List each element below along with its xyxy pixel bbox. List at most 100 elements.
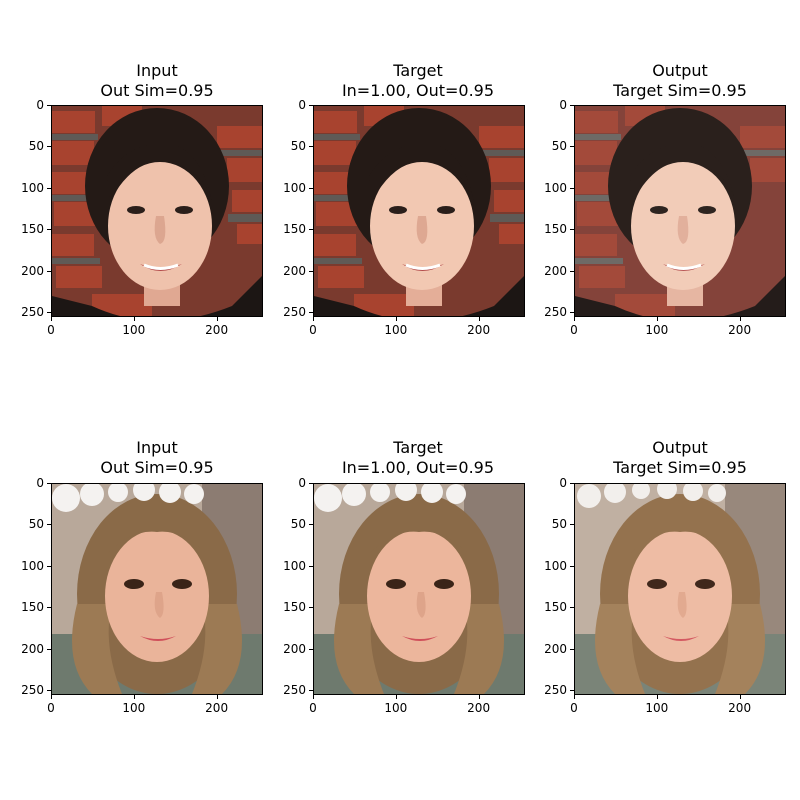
title-line-1: Target — [393, 438, 443, 457]
y-tick-mark — [570, 648, 574, 650]
y-tick-label: 100 — [283, 558, 306, 573]
y-tick-label: 0 — [298, 476, 306, 490]
x-tick-mark — [313, 317, 314, 321]
y-tick-mark — [570, 270, 574, 272]
x-tick-mark — [739, 317, 741, 321]
y-tick-label: 200 — [283, 641, 306, 656]
x-tick-mark — [574, 695, 575, 699]
x-tick-mark — [216, 695, 218, 699]
y-tick-mark — [47, 187, 51, 189]
x-tick-mark — [656, 317, 658, 321]
x-tick-label: 100 — [384, 701, 408, 715]
x-tick-mark — [51, 695, 52, 699]
y-tick-label: 50 — [551, 139, 567, 154]
x-tick-label: 0 — [570, 701, 578, 715]
y-tick-label: 100 — [21, 558, 44, 573]
x-tick-label: 200 — [467, 701, 491, 715]
x-tick-mark — [574, 317, 575, 321]
y-tick-mark — [309, 270, 313, 272]
x-tick-label: 200 — [205, 701, 229, 715]
face-image-girl — [314, 484, 524, 694]
y-tick-label: 50 — [28, 139, 44, 154]
y-tick-label: 50 — [290, 517, 306, 532]
x-tick-mark — [133, 317, 135, 321]
y-tick-label: 200 — [21, 263, 44, 278]
panel-title-target-2: Target In=1.00, Out=0.95 — [298, 438, 538, 478]
y-tick-label: 150 — [21, 222, 44, 237]
image-panel-input-2 — [51, 483, 263, 695]
y-tick-mark — [309, 524, 313, 526]
y-tick-mark — [570, 607, 574, 609]
x-tick-mark — [478, 317, 480, 321]
y-tick-label: 250 — [544, 683, 567, 698]
title-line-2: Target Sim=0.95 — [613, 458, 747, 477]
x-tick-mark — [395, 695, 397, 699]
y-tick-mark — [309, 146, 313, 148]
y-tick-label: 200 — [544, 641, 567, 656]
y-tick-mark — [309, 648, 313, 650]
title-line-1: Input — [136, 438, 178, 457]
y-tick-mark — [47, 524, 51, 526]
y-tick-label: 200 — [544, 263, 567, 278]
title-line-1: Output — [652, 438, 708, 457]
y-tick-label: 250 — [283, 305, 306, 320]
x-tick-label: 0 — [309, 701, 317, 715]
x-tick-label: 200 — [467, 323, 491, 337]
panel-title-input-2: Input Out Sim=0.95 — [37, 438, 277, 478]
y-tick-mark — [570, 105, 574, 106]
y-tick-mark — [47, 270, 51, 272]
title-line-2: Out Sim=0.95 — [100, 81, 214, 100]
y-tick-mark — [570, 229, 574, 231]
y-tick-mark — [309, 690, 313, 692]
x-tick-label: 100 — [645, 323, 669, 337]
face-image-girl-reconstructed — [575, 484, 785, 694]
y-tick-label: 0 — [36, 476, 44, 490]
x-tick-mark — [51, 317, 52, 321]
image-panel-output-2 — [574, 483, 786, 695]
x-tick-mark — [656, 695, 658, 699]
y-tick-mark — [570, 524, 574, 526]
y-tick-mark — [570, 187, 574, 189]
y-tick-mark — [47, 312, 51, 314]
x-tick-mark — [478, 695, 480, 699]
y-tick-mark — [570, 483, 574, 484]
y-tick-label: 150 — [283, 600, 306, 615]
x-tick-label: 200 — [205, 323, 229, 337]
panel-title-output-2: Output Target Sim=0.95 — [560, 438, 800, 478]
y-tick-label: 150 — [283, 222, 306, 237]
y-tick-mark — [309, 312, 313, 314]
y-tick-mark — [309, 483, 313, 484]
y-tick-label: 50 — [290, 139, 306, 154]
y-tick-label: 0 — [559, 98, 567, 112]
y-tick-mark — [309, 105, 313, 106]
x-tick-label: 0 — [47, 701, 55, 715]
x-tick-label: 0 — [309, 323, 317, 337]
y-tick-mark — [47, 105, 51, 106]
panel-title-output-1: Output Target Sim=0.95 — [560, 61, 800, 101]
y-tick-mark — [47, 607, 51, 609]
y-tick-mark — [47, 483, 51, 484]
y-tick-mark — [570, 690, 574, 692]
y-tick-mark — [309, 565, 313, 567]
y-tick-label: 50 — [28, 517, 44, 532]
x-tick-label: 100 — [122, 701, 146, 715]
x-tick-mark — [313, 695, 314, 699]
y-tick-mark — [309, 607, 313, 609]
x-tick-label: 200 — [728, 323, 752, 337]
y-tick-label: 150 — [21, 600, 44, 615]
title-line-1: Output — [652, 61, 708, 80]
title-line-2: Target Sim=0.95 — [613, 81, 747, 100]
face-image-girl — [52, 484, 262, 694]
x-tick-mark — [739, 695, 741, 699]
y-tick-label: 100 — [544, 558, 567, 573]
face-image-woman — [52, 106, 262, 316]
title-line-2: Out Sim=0.95 — [100, 458, 214, 477]
y-tick-label: 250 — [21, 305, 44, 320]
x-tick-label: 200 — [728, 701, 752, 715]
y-tick-mark — [47, 146, 51, 148]
x-tick-label: 100 — [645, 701, 669, 715]
image-panel-output-1 — [574, 105, 786, 317]
image-panel-target-2 — [313, 483, 525, 695]
x-tick-label: 100 — [384, 323, 408, 337]
y-tick-label: 0 — [298, 98, 306, 112]
